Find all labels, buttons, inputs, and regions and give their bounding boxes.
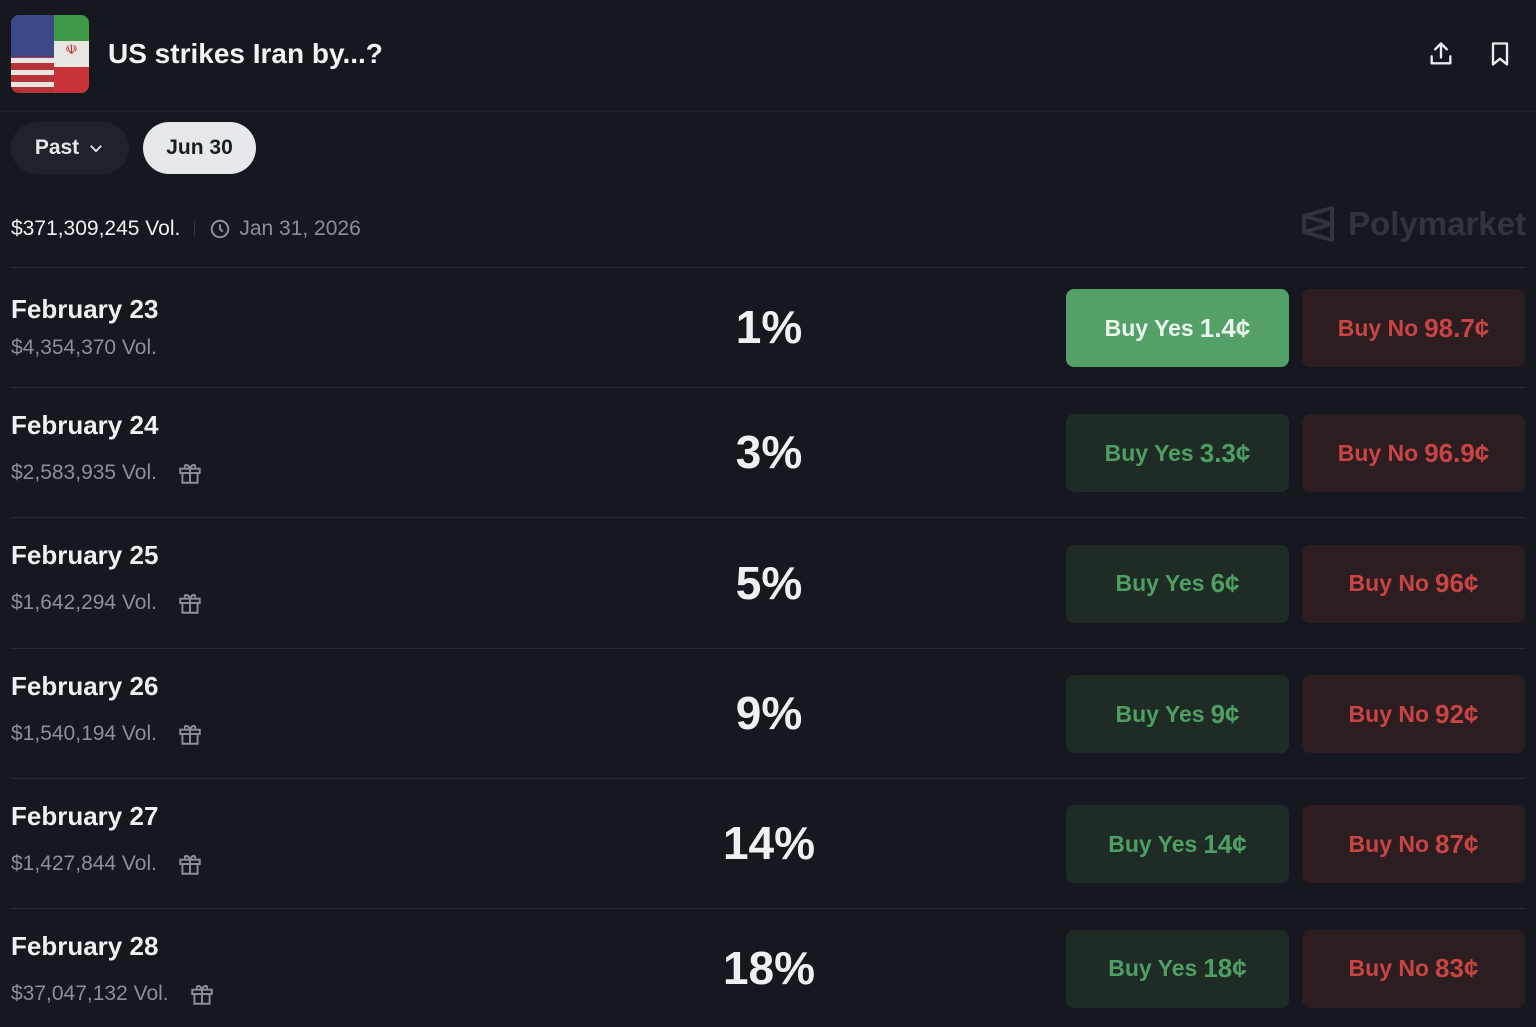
buy-no-button[interactable]: Buy No 96.9¢ [1302, 414, 1525, 492]
chance-percent: 3% [735, 426, 803, 478]
market-name[interactable]: February 23 [11, 294, 159, 324]
chance-percent: 14% [722, 817, 816, 869]
buy-no-button[interactable]: Buy No 96¢ [1302, 544, 1525, 623]
clock-icon [211, 219, 230, 239]
past-dropdown[interactable]: Past [11, 122, 129, 174]
market-name[interactable]: February 27 [11, 801, 159, 831]
no-price: 92¢ [1435, 698, 1479, 729]
gift-icon[interactable] [189, 981, 215, 1007]
market-volume: $4,354,370 Vol. [11, 336, 157, 359]
buy-no-button[interactable]: Buy No 87¢ [1302, 805, 1525, 883]
gift-icon[interactable] [177, 721, 203, 747]
total-volume: $371,309,245 Vol. [11, 217, 181, 240]
no-price: 96.9¢ [1424, 437, 1490, 468]
end-date: Jan 31, 2026 [239, 217, 361, 240]
buy-yes-button[interactable]: Buy Yes 18¢ [1066, 929, 1289, 1008]
yes-price: 6¢ [1210, 568, 1240, 598]
buy-no-button[interactable]: Buy No 83¢ [1302, 929, 1525, 1008]
date-filter-jun-30[interactable]: Jun 30 [143, 122, 256, 174]
gift-icon[interactable] [177, 590, 203, 616]
gift-icon[interactable] [177, 460, 203, 486]
no-price: 96¢ [1435, 568, 1479, 598]
market-volume: $1,540,194 Vol. [11, 722, 157, 745]
market-name[interactable]: February 24 [11, 410, 159, 440]
market-volume: $2,583,935 Vol. [11, 461, 157, 484]
divider [194, 221, 196, 237]
market-row[interactable]: February 24 $2,583,935 Vol. 3% Buy Yes 3.… [11, 387, 1525, 517]
yes-price: 1.4¢ [1199, 312, 1251, 343]
polymarket-logo: Polymarket [1300, 205, 1526, 243]
no-price: 98.7¢ [1424, 312, 1490, 343]
share-icon[interactable] [1427, 40, 1455, 68]
bookmark-icon[interactable] [1486, 40, 1514, 68]
chance-percent: 9% [735, 687, 803, 739]
buy-no-button[interactable]: Buy No 92¢ [1302, 675, 1525, 753]
buy-no-button[interactable]: Buy No 98.7¢ [1302, 289, 1525, 367]
buy-yes-button[interactable]: Buy Yes 6¢ [1066, 544, 1289, 623]
page-title: US strikes Iran by...? [108, 38, 383, 69]
past-label: Past [34, 136, 80, 159]
market-row[interactable]: February 25 $1,642,294 Vol. 5% Buy Yes 6¢… [11, 517, 1525, 648]
buy-yes-button[interactable]: Buy Yes 14¢ [1066, 805, 1289, 883]
gift-icon[interactable] [177, 851, 203, 877]
market-name[interactable]: February 28 [11, 931, 159, 961]
chance-percent: 1% [735, 301, 803, 353]
market-row[interactable]: February 27 $1,427,844 Vol. 14% Buy Yes 1… [11, 778, 1525, 908]
no-price: 83¢ [1435, 953, 1479, 983]
market-name[interactable]: February 26 [11, 671, 159, 701]
market-row[interactable]: February 28 $37,047,132 Vol. 18% Buy Yes… [11, 908, 1525, 1027]
market-volume: $1,642,294 Vol. [11, 591, 157, 614]
buy-yes-button[interactable]: Buy Yes 9¢ [1066, 675, 1289, 753]
chevron-down-icon [90, 145, 103, 153]
yes-price: 9¢ [1210, 698, 1240, 729]
market-meta: $371,309,245 Vol. Jan 31, 2026 [11, 217, 361, 241]
no-price: 87¢ [1435, 828, 1479, 859]
market-volume: $37,047,132 Vol. [11, 982, 169, 1005]
yes-price: 18¢ [1203, 953, 1247, 983]
market-row[interactable]: February 23 $4,354,370 Vol. 1% Buy Yes 1.… [11, 267, 1525, 387]
chance-percent: 18% [722, 941, 816, 994]
polymarket-icon [1302, 206, 1335, 242]
yes-price: 14¢ [1203, 828, 1247, 859]
chance-percent: 5% [735, 556, 803, 609]
header: ☫ US strikes Iran by...? [0, 0, 1536, 112]
buy-yes-button[interactable]: Buy Yes 1.4¢ [1066, 289, 1289, 367]
buy-yes-button[interactable]: Buy Yes 3.3¢ [1066, 414, 1289, 492]
market-logo: ☫ [11, 15, 89, 93]
yes-price: 3.3¢ [1199, 437, 1251, 468]
market-volume: $1,427,844 Vol. [11, 852, 157, 875]
market-name[interactable]: February 25 [11, 540, 159, 570]
market-row[interactable]: February 26 $1,540,194 Vol. 9% Buy Yes 9¢… [11, 648, 1525, 778]
